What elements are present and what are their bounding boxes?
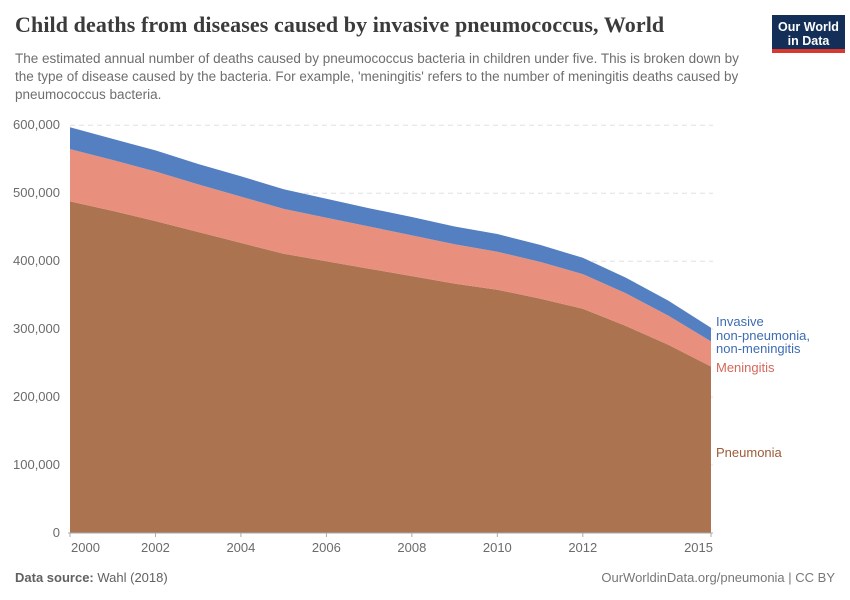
owid-logo[interactable]: Our World in Data [772,15,845,53]
series-label-invasive-non-pneumonia-non-meningitis: Invasive non-pneumonia, non-meningitis [716,315,846,356]
page-title: Child deaths from diseases caused by inv… [15,12,665,37]
y-axis-tick-label: 200,000 [13,389,60,405]
series-label-invasive-line3: non-meningitis [716,341,801,356]
data-source-value: Wahl (2018) [97,570,168,585]
chart-subtitle: The estimated annual number of deaths ca… [15,51,739,102]
owid-logo-line2: in Data [787,34,830,48]
area-invasive-non-pneumonia-non-meningitis[interactable] [70,127,711,342]
y-axis-tick-label: 300,000 [13,321,60,337]
x-axis-tick-label: 2012 [568,540,598,555]
y-axis-tick-label: 0 [52,525,60,540]
x-axis-tick-label: 2010 [482,540,512,555]
x-axis-tick-label: 2008 [397,540,427,555]
x-axis-tick-label: 2015 [684,540,713,555]
series-label-invasive-line1: Invasive [716,314,764,329]
y-axis-tick-label: 100,000 [13,457,60,473]
y-axis-tick-label: 600,000 [13,117,60,133]
data-source-note: Data source: Wahl (2018) [15,570,168,585]
area-meningitis[interactable] [70,149,711,367]
owid-logo-line1: Our World [778,20,839,34]
x-axis-tick-label: 2000 [71,540,100,555]
x-axis-tick-label: 2006 [311,540,341,555]
area-pneumonia[interactable] [70,201,711,533]
y-axis-tick-label: 500,000 [13,185,60,201]
data-source-label: Data source: [15,570,94,585]
credit-link[interactable]: OurWorldinData.org/pneumonia | CC BY [601,570,835,585]
x-axis-tick-label: 2002 [140,540,170,555]
series-label-meningitis: Meningitis [716,360,775,375]
y-axis-tick-label: 400,000 [13,253,60,269]
owid-logo-accent-bar [772,49,845,53]
x-axis-tick-label: 2004 [226,540,256,555]
series-label-pneumonia: Pneumonia [716,445,782,460]
series-label-invasive-line2: non-pneumonia, [716,327,810,343]
